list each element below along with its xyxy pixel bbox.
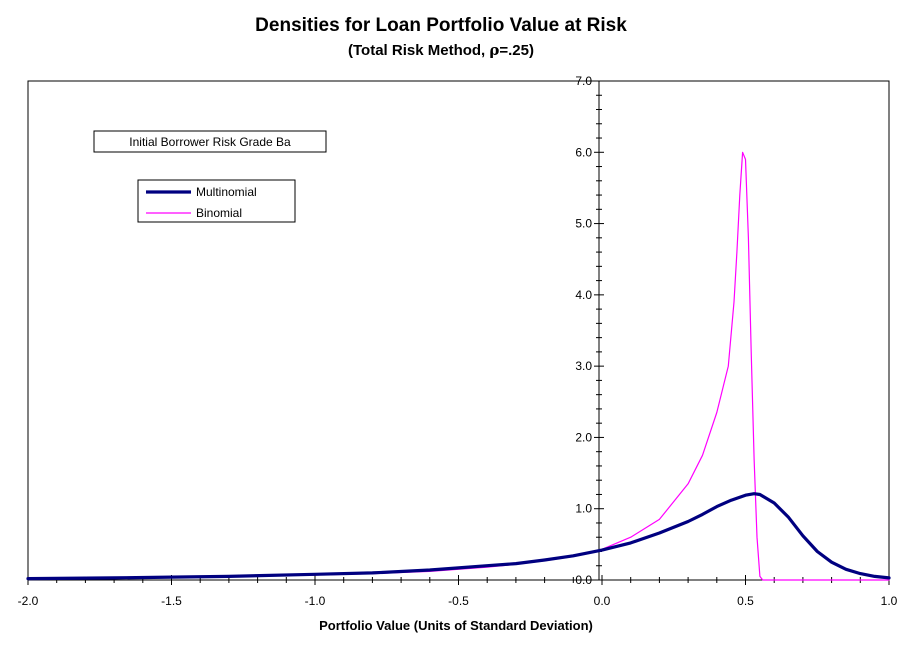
x-tick-label: -2.0 xyxy=(18,594,39,608)
y-tick-label: 1.0 xyxy=(575,502,592,516)
subtitle-suffix: =.25) xyxy=(499,42,534,59)
x-tick-label: 1.0 xyxy=(881,594,898,608)
chart-subtitle: (Total Risk Method, ρ=.25) xyxy=(348,41,534,59)
plot-area xyxy=(27,80,890,581)
annotation-box: Initial Borrower Risk Grade Ba xyxy=(93,130,327,153)
y-tick-label: 7.0 xyxy=(575,74,592,88)
y-tick-label: 5.0 xyxy=(575,217,592,231)
chart-title: Densities for Loan Portfolio Value at Ri… xyxy=(255,15,627,36)
x-tick-label: -1.0 xyxy=(305,594,326,608)
subtitle-prefix: (Total Risk Method, xyxy=(348,42,489,59)
series-layer xyxy=(26,151,891,581)
x-tick-label: -1.5 xyxy=(161,594,182,608)
y-tick-label: 0.0 xyxy=(575,573,592,587)
legend: Multinomial Binomial xyxy=(137,179,296,223)
legend-label-multinomial: Multinomial xyxy=(196,185,257,199)
x-tick-label: 0.5 xyxy=(737,594,754,608)
y-tick-label: 4.0 xyxy=(575,288,592,302)
x-tick-label: 0.0 xyxy=(594,594,611,608)
y-tick-label: 6.0 xyxy=(575,145,592,159)
x-tick-label: -0.5 xyxy=(448,594,469,608)
series-line-multinomial xyxy=(26,492,891,581)
axes: 0.0 1.0 2.0 3.0 4.0 5.0 6.0 7.0 -2.0 -1.5 -1.0 -0.5… xyxy=(18,74,898,608)
subtitle-rho: ρ xyxy=(489,41,499,59)
x-axis-label: Portfolio Value (Units of Standard Devia… xyxy=(319,618,593,633)
legend-label-binomial: Binomial xyxy=(196,206,242,220)
y-tick-label: 2.0 xyxy=(575,430,592,444)
y-tick-label: 3.0 xyxy=(575,359,592,373)
annotation-text: Initial Borrower Risk Grade Ba xyxy=(129,135,291,149)
